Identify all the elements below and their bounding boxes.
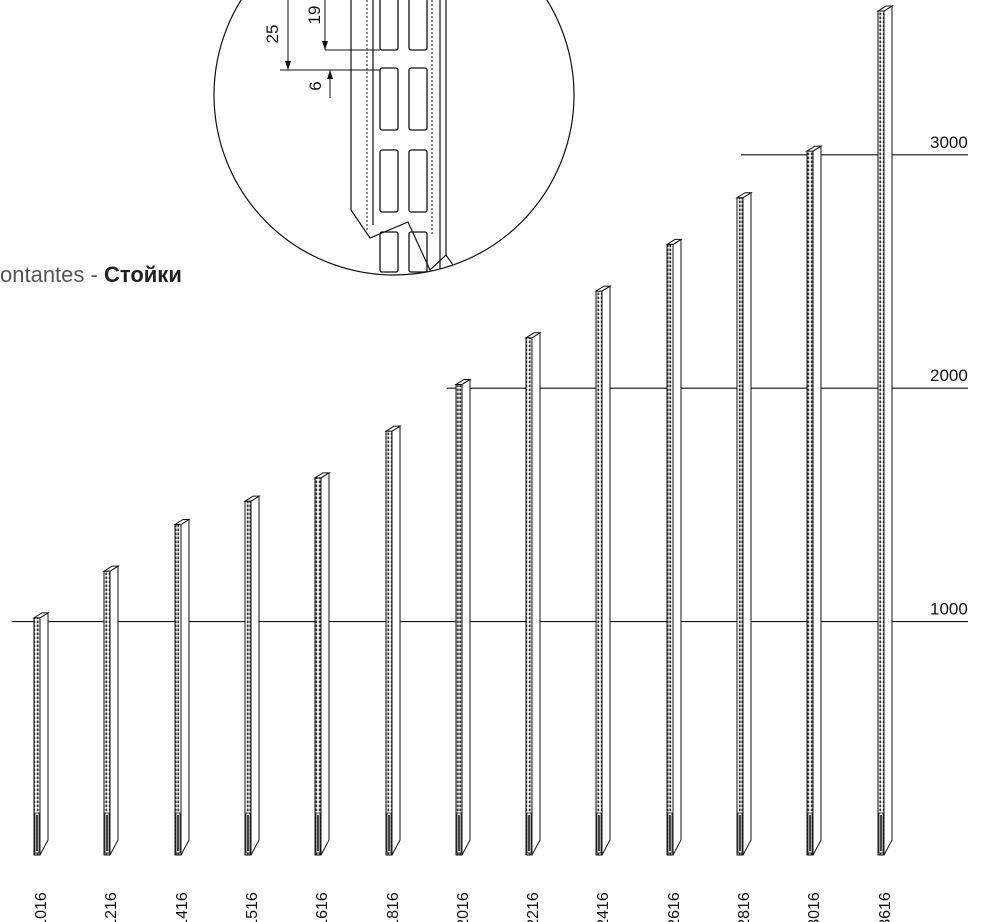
- upright-face: [736, 197, 744, 856]
- detail-view: 25 19 6: [213, 0, 575, 276]
- upright-label-1016: 1016: [33, 892, 50, 922]
- reference-label-3000: 3000: [930, 133, 968, 152]
- upright-label-1416: 1416: [174, 892, 191, 922]
- upright-2416: 2416: [594, 285, 612, 922]
- upright-base-slot: [739, 815, 741, 851]
- detail-dimensions: [280, 0, 380, 98]
- title-russian: Стойки: [103, 262, 182, 287]
- upright-top: [735, 192, 753, 199]
- upright-label-1516: 1516: [244, 892, 261, 922]
- upright-2216: 2216: [524, 331, 542, 922]
- upright-1816: 1816: [384, 425, 402, 922]
- dimension-gap-label: 6: [306, 81, 325, 90]
- upright-top: [173, 519, 191, 526]
- upright-top: [243, 495, 261, 502]
- detail-break-line: [350, 209, 461, 275]
- upright-label-3016: 3016: [806, 892, 823, 922]
- title-prefix: ontantes -: [0, 262, 98, 287]
- upright-face: [877, 10, 885, 856]
- upright-top: [805, 145, 823, 152]
- upright-label-2216: 2216: [525, 892, 542, 922]
- upright-2616: 2616: [665, 238, 683, 922]
- upright-face: [595, 290, 603, 856]
- detail-circle: [213, 0, 575, 276]
- upright-1216: 1216: [102, 565, 120, 922]
- upright-side: [742, 191, 752, 856]
- upright-face: [455, 383, 463, 856]
- upright-top: [524, 332, 542, 339]
- upright-side: [320, 471, 330, 856]
- upright-label-2816: 2816: [736, 892, 753, 922]
- page-title: ontantes - Стойки: [0, 262, 182, 288]
- upright-side: [531, 331, 541, 856]
- upright-base-slot: [528, 815, 530, 851]
- dimension-hole-label: 19: [305, 6, 324, 25]
- upright-base-slot: [247, 815, 249, 851]
- upright-base-slot: [106, 815, 108, 851]
- upright-base-slot: [669, 815, 671, 851]
- upright-side: [391, 425, 401, 856]
- upright-face: [666, 243, 674, 856]
- upright-side: [812, 145, 822, 856]
- upright-face: [174, 524, 182, 856]
- reference-label-1000: 1000: [930, 600, 968, 619]
- detail-slots: [379, 0, 428, 273]
- upright-1416: 1416: [173, 518, 191, 922]
- upright-label-2416: 2416: [595, 892, 612, 922]
- upright-base-slot: [880, 815, 882, 851]
- upright-side: [39, 611, 49, 856]
- upright-base-slot: [36, 815, 38, 851]
- upright-3616: 3616: [876, 5, 894, 922]
- upright-top: [102, 565, 120, 572]
- upright-top: [313, 472, 331, 479]
- upright-face: [314, 477, 322, 856]
- reference-lines: 1000 2000 3000: [12, 133, 968, 623]
- upright-top: [876, 5, 894, 12]
- upright-top: [454, 378, 472, 385]
- upright-1016: 1016: [32, 611, 50, 922]
- upright-3016: 3016: [805, 145, 823, 922]
- upright-face: [244, 500, 252, 856]
- upright-side: [461, 378, 471, 856]
- upright-2816: 2816: [735, 191, 753, 922]
- reference-label-2000: 2000: [930, 366, 968, 385]
- upright-side: [250, 495, 260, 856]
- upright-top: [32, 612, 50, 619]
- upright-label-2016: 2016: [455, 892, 472, 922]
- upright-side: [180, 518, 190, 856]
- upright-1616: 1616: [313, 471, 331, 922]
- upright-base-slot: [317, 815, 319, 851]
- upright-side: [672, 238, 682, 856]
- upright-face: [103, 570, 111, 856]
- upright-label-1216: 1216: [103, 892, 120, 922]
- upright-label-1616: 1616: [314, 892, 331, 922]
- upright-face: [525, 337, 533, 856]
- uprights-group: 1016 1216 1416 1516 1616 1816 2016 2216 2416 2616…: [32, 5, 894, 922]
- upright-base-slot: [388, 815, 390, 851]
- upright-base-slot: [458, 815, 460, 851]
- upright-2016: 2016: [454, 378, 472, 922]
- upright-base-slot: [598, 815, 600, 851]
- upright-face: [385, 430, 393, 856]
- upright-label-3616: 3616: [877, 892, 894, 922]
- upright-base-slot: [177, 815, 179, 851]
- upright-face: [806, 150, 814, 856]
- upright-1516: 1516: [243, 495, 261, 922]
- upright-side: [601, 285, 611, 856]
- dimension-pitch-label: 25: [263, 25, 282, 44]
- upright-base-slot: [809, 815, 811, 851]
- upright-top: [665, 238, 683, 245]
- upright-top: [594, 285, 612, 292]
- upright-top: [384, 425, 402, 432]
- upright-label-2616: 2616: [666, 892, 683, 922]
- upright-label-1816: 1816: [385, 892, 402, 922]
- upright-side: [109, 565, 119, 856]
- upright-side: [883, 5, 893, 856]
